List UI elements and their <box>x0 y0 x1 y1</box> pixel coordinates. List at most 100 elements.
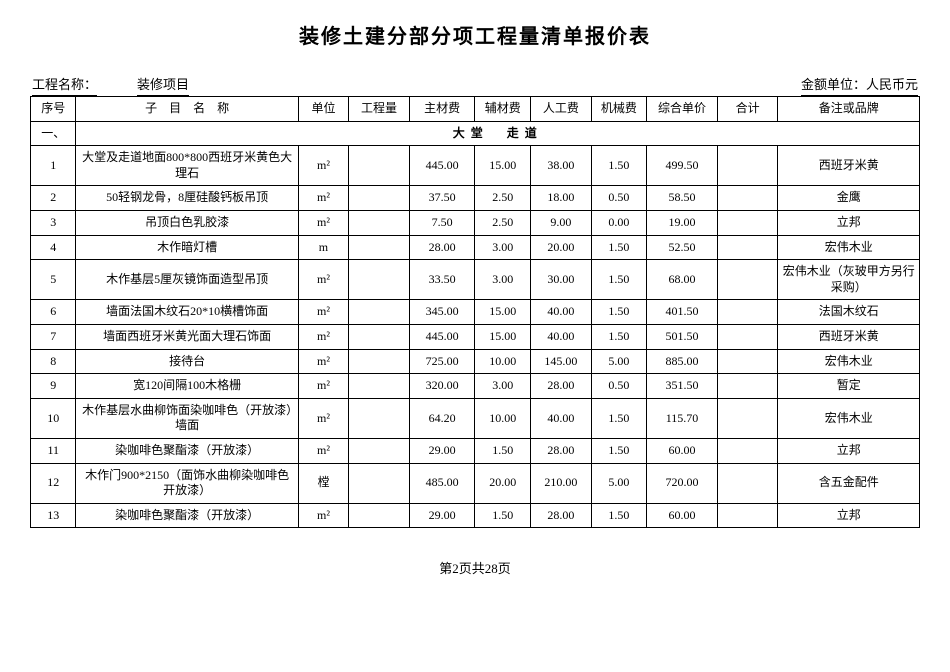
cell-seq: 3 <box>31 210 76 235</box>
cell-name: 墙面法国木纹石20*10横槽饰面 <box>76 300 298 325</box>
cell-unit: m² <box>298 374 349 399</box>
cell-remark: 含五金配件 <box>778 463 920 503</box>
cell-name: 木作暗灯槽 <box>76 235 298 260</box>
cell-aux: 10.00 <box>475 398 531 438</box>
cell-mach: 5.00 <box>591 463 647 503</box>
cell-seq: 9 <box>31 374 76 399</box>
cell-unit: m² <box>298 503 349 528</box>
cell-unit: m² <box>298 324 349 349</box>
cell-mach: 0.50 <box>591 186 647 211</box>
cell-mach: 1.50 <box>591 398 647 438</box>
cell-total <box>717 235 778 260</box>
cell-mach: 0.50 <box>591 374 647 399</box>
cell-total <box>717 146 778 186</box>
cell-labor: 40.00 <box>531 398 592 438</box>
cell-aux: 3.00 <box>475 235 531 260</box>
cell-aux: 3.00 <box>475 260 531 300</box>
cell-qty <box>349 349 410 374</box>
cell-labor: 9.00 <box>531 210 592 235</box>
cell-unit: m² <box>298 438 349 463</box>
cell-compu: 19.00 <box>647 210 718 235</box>
cell-name: 染咖啡色聚酯漆（开放漆） <box>76 438 298 463</box>
cell-main: 28.00 <box>409 235 475 260</box>
cell-remark: 西班牙米黄 <box>778 324 920 349</box>
cell-seq: 11 <box>31 438 76 463</box>
cell-name: 墙面西班牙米黄光面大理石饰面 <box>76 324 298 349</box>
cell-labor: 28.00 <box>531 438 592 463</box>
cell-compu: 52.50 <box>647 235 718 260</box>
cell-remark: 立邦 <box>778 438 920 463</box>
cell-remark: 法国木纹石 <box>778 300 920 325</box>
cell-main: 345.00 <box>409 300 475 325</box>
header-row: 序号 子 目 名 称 单位 工程量 主材费 辅材费 人工费 机械费 综合单价 合… <box>31 97 920 122</box>
col-qty: 工程量 <box>349 97 410 122</box>
cell-remark: 金鹰 <box>778 186 920 211</box>
cell-compu: 58.50 <box>647 186 718 211</box>
cell-qty <box>349 463 410 503</box>
col-remark: 备注或品牌 <box>778 97 920 122</box>
project-label: 工程名称： <box>32 74 97 96</box>
cell-name: 染咖啡色聚酯漆（开放漆） <box>76 503 298 528</box>
cell-aux: 2.50 <box>475 186 531 211</box>
cell-name: 吊顶白色乳胶漆 <box>76 210 298 235</box>
cell-total <box>717 463 778 503</box>
cell-aux: 2.50 <box>475 210 531 235</box>
cell-remark: 暂定 <box>778 374 920 399</box>
cell-total <box>717 374 778 399</box>
cell-unit: m² <box>298 300 349 325</box>
cell-labor: 40.00 <box>531 324 592 349</box>
col-unit: 单位 <box>298 97 349 122</box>
cell-remark: 宏伟木业（灰玻甲方另行采购） <box>778 260 920 300</box>
cell-main: 33.50 <box>409 260 475 300</box>
cell-qty <box>349 210 410 235</box>
cell-qty <box>349 146 410 186</box>
cell-seq: 2 <box>31 186 76 211</box>
cell-aux: 20.00 <box>475 463 531 503</box>
table-row: 10木作基层水曲柳饰面染咖啡色（开放漆）墙面m²64.2010.0040.001… <box>31 398 920 438</box>
col-name: 子 目 名 称 <box>76 97 298 122</box>
cell-mach: 1.50 <box>591 300 647 325</box>
section-seq: 一、 <box>31 121 76 146</box>
cell-main: 445.00 <box>409 324 475 349</box>
cell-compu: 60.00 <box>647 438 718 463</box>
page-footer: 第2页共28页 <box>30 558 920 577</box>
cell-labor: 20.00 <box>531 235 592 260</box>
table-row: 4木作暗灯槽m28.003.0020.001.5052.50宏伟木业 <box>31 235 920 260</box>
cell-mach: 1.50 <box>591 324 647 349</box>
cell-qty <box>349 374 410 399</box>
cell-aux: 15.00 <box>475 324 531 349</box>
cell-seq: 6 <box>31 300 76 325</box>
col-compu: 综合单价 <box>647 97 718 122</box>
cell-seq: 8 <box>31 349 76 374</box>
table-row: 9宽120间隔100木格栅m²320.003.0028.000.50351.50… <box>31 374 920 399</box>
cell-unit: m² <box>298 349 349 374</box>
cell-compu: 885.00 <box>647 349 718 374</box>
cell-unit: m² <box>298 398 349 438</box>
cell-total <box>717 349 778 374</box>
cell-total <box>717 324 778 349</box>
cell-name: 木作门900*2150（面饰水曲柳染咖啡色开放漆） <box>76 463 298 503</box>
cell-aux: 1.50 <box>475 503 531 528</box>
section-row: 一、 大堂 走道 <box>31 121 920 146</box>
cell-mach: 1.50 <box>591 503 647 528</box>
cell-unit: m² <box>298 146 349 186</box>
table-row: 6墙面法国木纹石20*10横槽饰面m²345.0015.0040.001.504… <box>31 300 920 325</box>
cell-labor: 210.00 <box>531 463 592 503</box>
meta-row: 工程名称： 装修项目 金额单位：人民币元 <box>30 74 920 96</box>
cell-aux: 1.50 <box>475 438 531 463</box>
col-labor: 人工费 <box>531 97 592 122</box>
cell-seq: 7 <box>31 324 76 349</box>
section-label: 大堂 走道 <box>76 121 920 146</box>
cell-seq: 1 <box>31 146 76 186</box>
cell-labor: 145.00 <box>531 349 592 374</box>
cell-compu: 351.50 <box>647 374 718 399</box>
cell-compu: 60.00 <box>647 503 718 528</box>
cell-qty <box>349 503 410 528</box>
cell-labor: 40.00 <box>531 300 592 325</box>
cell-compu: 115.70 <box>647 398 718 438</box>
cell-mach: 1.50 <box>591 146 647 186</box>
cell-remark: 西班牙米黄 <box>778 146 920 186</box>
cell-mach: 0.00 <box>591 210 647 235</box>
cell-compu: 499.50 <box>647 146 718 186</box>
cell-main: 445.00 <box>409 146 475 186</box>
